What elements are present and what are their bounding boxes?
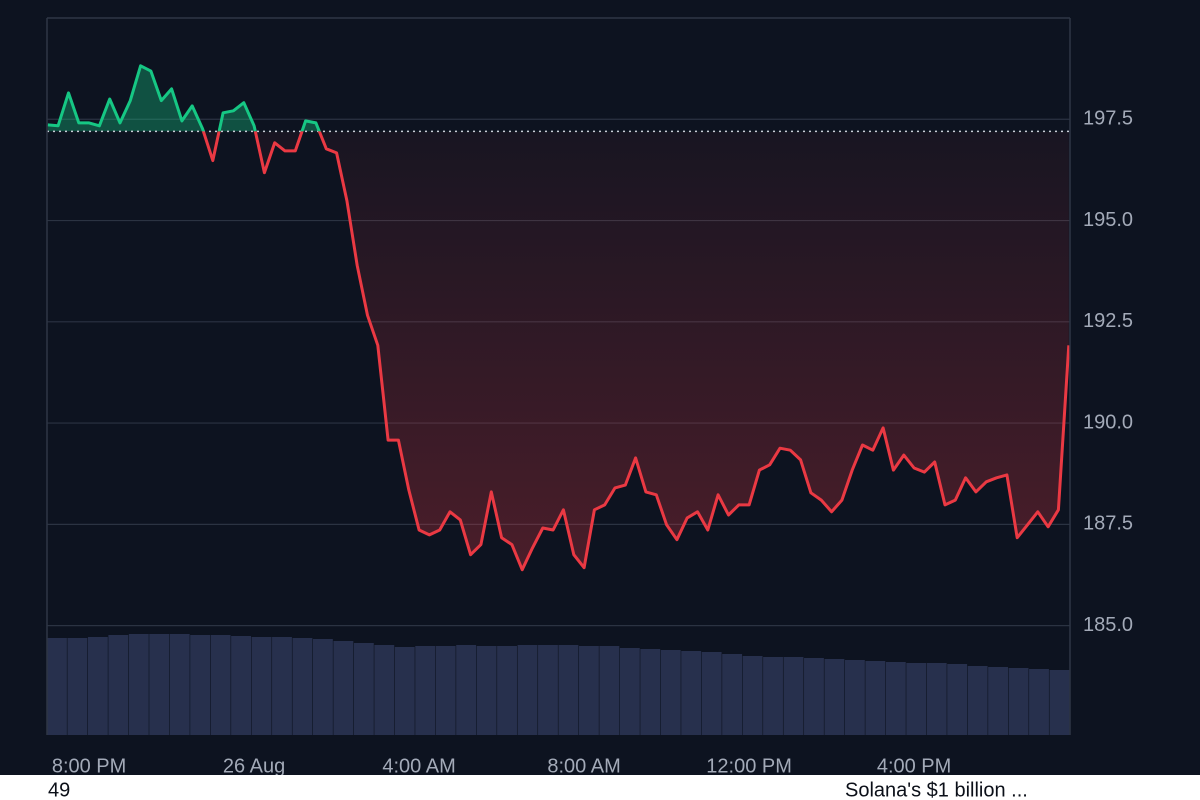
y-tick-label: 187.5 bbox=[1083, 513, 1133, 535]
volume-bar bbox=[415, 646, 436, 735]
volume-bar bbox=[558, 645, 579, 735]
volume-bar bbox=[190, 635, 211, 735]
volume-bar bbox=[1029, 669, 1049, 735]
volume-bar bbox=[476, 646, 497, 735]
volume-bar bbox=[578, 646, 599, 735]
volume-bar bbox=[517, 645, 538, 735]
price-line-down bbox=[201, 131, 1070, 572]
volume-bar bbox=[374, 645, 395, 735]
volume-bar bbox=[804, 658, 824, 735]
axis-labels: 185.0 187.5 190.0 192.5 195.0 197.5 8:00 PM 26 … bbox=[52, 108, 1133, 778]
volume-bar bbox=[844, 660, 865, 735]
volume-bar bbox=[947, 664, 968, 735]
y-tick-label: 190.0 bbox=[1083, 411, 1133, 433]
volume-bar bbox=[128, 634, 149, 735]
x-tick-label: 26 Aug bbox=[223, 755, 285, 777]
x-tick-label: 4:00 PM bbox=[877, 755, 951, 777]
volume-bar bbox=[824, 659, 845, 735]
volume-bar bbox=[497, 646, 517, 735]
volume-bar bbox=[394, 647, 415, 735]
volume-bar bbox=[251, 637, 272, 735]
volume-bar bbox=[149, 634, 170, 735]
x-tick-label: 8:00 AM bbox=[547, 755, 620, 777]
volume-bar bbox=[108, 635, 129, 735]
y-tick-label: 195.0 bbox=[1083, 209, 1133, 231]
volume-bar bbox=[456, 645, 477, 735]
volume-bar bbox=[292, 638, 313, 735]
volume-bar bbox=[231, 636, 251, 735]
volume-bar bbox=[272, 637, 292, 735]
volume-bar bbox=[538, 645, 558, 735]
volume-bar bbox=[210, 635, 231, 735]
plot bbox=[47, 64, 1070, 572]
volume-bar bbox=[1008, 668, 1029, 735]
y-tick-label: 197.5 bbox=[1083, 108, 1133, 130]
volume-bar bbox=[1049, 670, 1070, 735]
volume-bar bbox=[967, 666, 988, 735]
volume-bar bbox=[47, 638, 67, 735]
volume-bar bbox=[435, 646, 456, 735]
y-tick-label: 185.0 bbox=[1083, 614, 1133, 636]
area-down bbox=[47, 131, 1069, 570]
volume-bar bbox=[926, 663, 947, 735]
volume-bar bbox=[865, 661, 886, 735]
news-headline[interactable]: Solana's $1 billion ... bbox=[845, 779, 1028, 800]
volume-bar bbox=[660, 650, 681, 735]
volume-bar bbox=[722, 654, 743, 735]
volume-bar bbox=[906, 663, 927, 735]
volume-bar bbox=[783, 657, 804, 735]
x-tick-label: 8:00 PM bbox=[52, 755, 126, 777]
volume-bar bbox=[169, 634, 190, 735]
x-tick-label: 12:00 PM bbox=[706, 755, 792, 777]
volume-bar bbox=[763, 657, 783, 735]
volume-bar bbox=[640, 649, 661, 735]
volume-bar bbox=[67, 638, 88, 735]
volume-bar bbox=[87, 637, 108, 735]
x-tick-label: 4:00 AM bbox=[382, 755, 455, 777]
volume-bar bbox=[681, 651, 702, 735]
volume-bar bbox=[599, 646, 620, 735]
volume-bar bbox=[701, 652, 722, 735]
footer-strip bbox=[0, 775, 1200, 800]
volume-bars bbox=[47, 634, 1070, 735]
volume-bar bbox=[742, 656, 763, 735]
volume-bar bbox=[619, 648, 640, 735]
volume-bar bbox=[885, 662, 906, 735]
volume-bar bbox=[333, 641, 354, 735]
volume-bar bbox=[988, 667, 1009, 735]
footer-left: 49 bbox=[48, 779, 70, 800]
y-tick-label: 192.5 bbox=[1083, 310, 1133, 332]
volume-bar bbox=[353, 643, 374, 735]
volume-bar bbox=[312, 639, 333, 735]
